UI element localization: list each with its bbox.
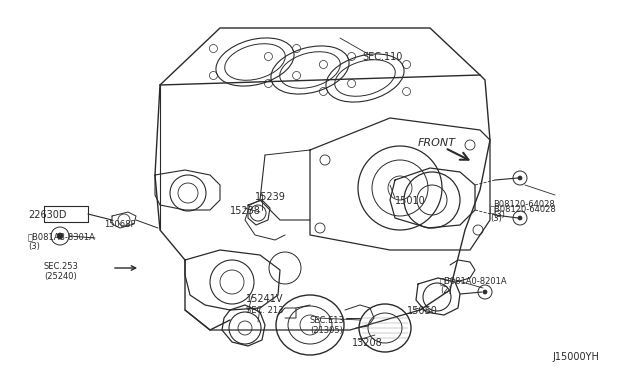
Text: B08120-64028: B08120-64028 (493, 200, 555, 209)
Circle shape (57, 233, 63, 239)
Text: (25240): (25240) (44, 272, 77, 281)
Text: (3): (3) (28, 242, 40, 251)
Text: 13208: 13208 (352, 338, 383, 348)
Text: ⒷB081A0-8201A: ⒷB081A0-8201A (440, 276, 508, 285)
Text: 22630D: 22630D (28, 210, 67, 220)
Text: (3): (3) (490, 214, 502, 223)
Text: 15241V: 15241V (246, 294, 284, 304)
Circle shape (518, 176, 522, 180)
Circle shape (483, 290, 487, 294)
Text: J15000YH: J15000YH (552, 352, 599, 362)
Text: SEC.253: SEC.253 (44, 262, 79, 271)
Text: (3): (3) (493, 210, 505, 219)
Circle shape (518, 216, 522, 220)
Text: 15239: 15239 (255, 192, 286, 202)
Text: ⒷB08120-64028: ⒷB08120-64028 (490, 204, 557, 213)
Text: (21305): (21305) (310, 326, 343, 335)
Text: 15010: 15010 (395, 196, 426, 206)
Text: ⒷB081A8-8301A: ⒷB081A8-8301A (28, 232, 96, 241)
Text: FRONT: FRONT (418, 138, 456, 148)
Text: SEC. 213: SEC. 213 (246, 306, 284, 315)
Text: (2): (2) (440, 286, 452, 295)
Text: 15238: 15238 (230, 206, 261, 216)
Text: SEC.E13: SEC.E13 (310, 316, 345, 325)
Text: 15068F: 15068F (104, 220, 136, 229)
Text: SEC.110: SEC.110 (362, 52, 403, 62)
Text: 15050: 15050 (407, 306, 438, 316)
